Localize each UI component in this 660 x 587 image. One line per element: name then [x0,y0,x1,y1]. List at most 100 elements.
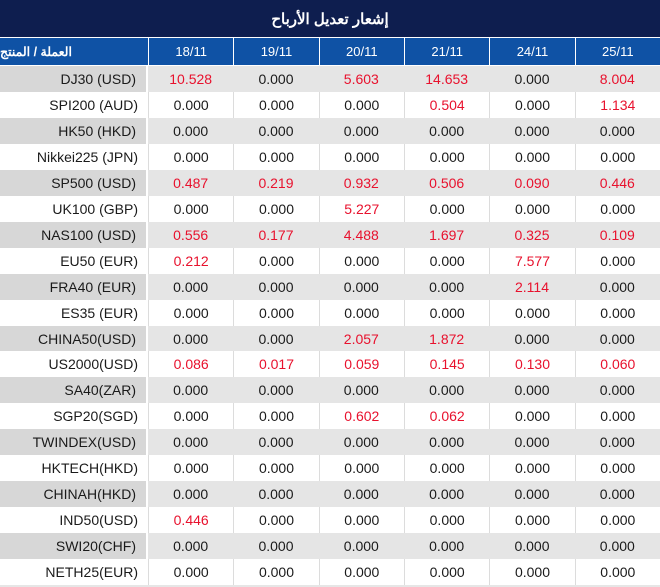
adjustment-value-cell: 1.134 [574,91,660,118]
adjustment-value-cell: 0.000 [148,143,233,170]
adjustment-value-cell: 0.000 [489,403,574,430]
adjustment-value-cell: 0.000 [489,377,575,404]
adjustment-value-cell: 0.000 [148,403,233,430]
adjustment-value-cell: 8.004 [574,66,660,92]
adjustment-value-cell: 7.577 [489,247,574,274]
column-header-date: 24/11 [489,38,574,65]
adjustment-value-cell: 0.000 [574,325,660,352]
adjustment-value-cell: 0.000 [148,91,233,118]
adjustment-value-cell: 0.506 [404,169,490,196]
panel-title: إشعار تعديل الأرباح [0,0,660,37]
adjustment-value-cell: 0.000 [148,299,233,326]
adjustment-value-cell: 0.000 [318,117,404,144]
adjustment-value-cell: 0.000 [574,533,660,560]
adjustment-value-cell: 0.177 [233,221,319,248]
adjustment-value-cell: 2.114 [489,273,575,300]
adjustment-value-cell: 0.504 [404,91,489,118]
table-row: US2000(USD) 0.086 0.017 0.059 0.145 0.130 0.06… [0,351,660,378]
adjustment-value-cell: 0.000 [148,455,233,482]
product-name-cell: TWINDEX(USD) [0,429,148,456]
adjustment-value-cell: 0.000 [318,143,404,170]
adjustment-value-cell: 0.000 [318,455,404,482]
adjustment-value-cell: 0.000 [574,377,660,404]
product-name-cell: SP500 (USD) [0,169,148,196]
adjustment-value-cell: 0.000 [489,507,574,534]
adjustment-value-cell: 0.086 [148,351,233,378]
adjustment-value-cell: 0.060 [574,351,660,378]
adjustment-value-cell: 0.062 [404,403,489,430]
adjustment-value-cell: 0.000 [404,533,490,560]
adjustment-value-cell: 0.090 [489,169,575,196]
adjustment-value-cell: 0.000 [318,481,404,508]
table-row: SPI200 (AUD) 0.000 0.000 0.000 0.504 0.000 1.1… [0,91,660,118]
column-header-date: 25/11 [574,38,660,65]
adjustment-value-cell: 0.000 [148,273,234,300]
adjustment-value-cell: 0.000 [574,481,660,508]
adjustment-value-cell: 0.000 [233,91,318,118]
adjustment-value-cell: 5.227 [318,195,404,222]
adjustment-value-cell: 0.446 [148,507,233,534]
adjustment-value-cell: 0.000 [233,559,318,586]
product-name-cell: IND50(USD) [59,512,138,529]
column-header-product: العملة / المنتج [0,45,72,59]
adjustment-value-cell: 1.872 [404,325,490,352]
adjustment-value-cell: 0.000 [318,533,404,560]
adjustment-value-cell: 0.000 [489,91,574,118]
table-row: Nikkei225 (JPN) 0.000 0.000 0.000 0.000 0.000… [0,143,660,170]
adjustment-value-cell: 0.000 [404,273,490,300]
adjustment-value-cell: 0.000 [489,429,575,456]
product-name-cell: Nikkei225 (JPN) [36,148,138,165]
table-row: SWI20(CHF) 0.000 0.000 0.000 0.000 0.000 0.000 [0,533,660,560]
table-header: العملة / المنتج 18/11 19/11 20/11 21/11 … [0,37,660,66]
column-header-date: 20/11 [318,38,404,65]
adjustment-value-cell: 2.057 [318,325,404,352]
table-row: DJ30 (USD) 10.528 0.000 5.603 14.653 0.000 8.0… [0,66,660,92]
adjustment-value-cell: 0.000 [148,117,234,144]
adjustment-value-cell: 0.000 [318,377,404,404]
table-row: HKTECH(HKD) 0.000 0.000 0.000 0.000 0.000 0.00… [0,455,660,482]
adjustment-value-cell: 0.000 [489,559,574,586]
table-row: ES35 (EUR) 0.000 0.000 0.000 0.000 0.000 0.000 [0,299,660,326]
product-name-cell: NAS100 (USD) [0,221,148,248]
adjustment-value-cell: 4.488 [318,221,404,248]
adjustment-value-cell: 0.212 [148,247,233,274]
adjustment-value-cell: 0.000 [404,247,489,274]
adjustment-value-cell: 0.000 [318,559,404,586]
table-row: SP500 (USD) 0.487 0.219 0.932 0.506 0.090 0.44… [0,169,660,196]
adjustment-value-cell: 0.000 [148,429,234,456]
column-header-date: 18/11 [148,38,233,65]
adjustment-value-cell: 1.697 [404,221,490,248]
adjustment-value-cell: 0.446 [574,169,660,196]
table-row: CHINAH(HKD) 0.000 0.000 0.000 0.000 0.000 0.00… [0,481,660,508]
adjustment-value-cell: 0.000 [233,429,319,456]
adjustment-value-cell: 0.000 [318,247,404,274]
column-header-date: 19/11 [233,38,318,65]
adjustment-value-cell: 0.000 [574,559,660,586]
adjustment-value-cell: 0.000 [233,455,318,482]
table-row: NAS100 (USD) 0.556 0.177 4.488 1.697 0.325 0.1… [0,221,660,248]
adjustment-value-cell: 0.000 [489,143,574,170]
adjustment-value-cell: 0.000 [233,66,319,92]
adjustment-value-cell: 0.325 [489,221,575,248]
table-row: HK50 (HKD) 0.000 0.000 0.000 0.000 0.000 0.000 [0,117,660,144]
adjustment-value-cell: 0.000 [404,481,490,508]
adjustment-value-cell: 0.000 [233,403,318,430]
table-body: DJ30 (USD) 10.528 0.000 5.603 14.653 0.000 8.0… [0,66,660,587]
adjustment-value-cell: 0.556 [148,221,234,248]
adjustment-value-cell: 0.000 [148,325,234,352]
adjustment-value-cell: 0.000 [574,429,660,456]
adjustment-value-cell: 0.000 [404,429,490,456]
product-name-cell: US2000(USD) [48,356,138,373]
adjustment-value-cell: 0.602 [318,403,404,430]
table-row: CHINA50(USD) 0.000 0.000 2.057 1.872 0.000 0.0… [0,325,660,352]
table-row: FRA40 (EUR) 0.000 0.000 0.000 0.000 2.114 0.00… [0,273,660,300]
adjustment-value-cell: 10.528 [148,66,234,92]
adjustment-value-cell: 0.000 [574,507,660,534]
adjustment-value-cell: 0.000 [233,325,319,352]
adjustment-value-cell: 0.000 [489,533,575,560]
adjustment-value-cell: 0.000 [404,455,489,482]
adjustment-value-cell: 0.000 [318,507,404,534]
adjustment-value-cell: 0.000 [148,481,234,508]
adjustment-value-cell: 0.059 [318,351,404,378]
